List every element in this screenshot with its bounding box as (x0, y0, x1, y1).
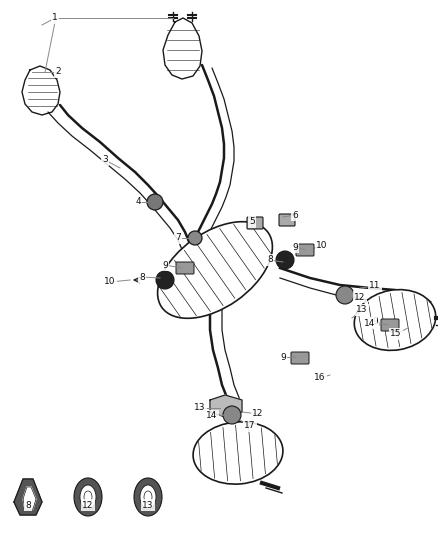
Text: 11: 11 (369, 281, 381, 290)
Text: 7: 7 (175, 233, 181, 243)
Text: 9: 9 (292, 243, 298, 252)
Text: 4: 4 (135, 198, 141, 206)
Text: 10: 10 (104, 278, 116, 287)
Text: 5: 5 (249, 217, 255, 227)
FancyBboxPatch shape (176, 262, 194, 274)
Circle shape (188, 231, 202, 245)
Polygon shape (163, 18, 202, 79)
Text: 12: 12 (354, 293, 366, 302)
Ellipse shape (80, 485, 96, 509)
Text: 14: 14 (206, 411, 218, 421)
Text: 10: 10 (316, 241, 328, 251)
Text: 9: 9 (280, 353, 286, 362)
Text: 15: 15 (390, 329, 402, 338)
Ellipse shape (74, 478, 102, 516)
Text: 13: 13 (142, 500, 154, 510)
Circle shape (336, 286, 354, 304)
Polygon shape (14, 479, 42, 515)
Text: 12: 12 (82, 500, 94, 510)
Text: 17: 17 (244, 422, 256, 431)
Text: 16: 16 (314, 374, 326, 383)
Ellipse shape (158, 222, 272, 318)
Text: 8: 8 (267, 255, 273, 264)
Text: 9: 9 (162, 261, 168, 270)
FancyBboxPatch shape (381, 319, 399, 331)
Polygon shape (23, 487, 36, 509)
Circle shape (147, 194, 163, 210)
FancyBboxPatch shape (279, 214, 295, 226)
Text: 8: 8 (25, 500, 31, 510)
Polygon shape (22, 66, 60, 115)
Ellipse shape (193, 422, 283, 484)
Circle shape (223, 406, 241, 424)
Text: 14: 14 (364, 319, 376, 327)
Text: 12: 12 (252, 409, 264, 418)
FancyBboxPatch shape (247, 217, 263, 229)
FancyBboxPatch shape (296, 244, 314, 256)
Text: 8: 8 (139, 272, 145, 281)
Text: 9: 9 (372, 318, 378, 327)
Ellipse shape (354, 289, 436, 350)
Text: 13: 13 (194, 403, 206, 413)
Ellipse shape (134, 478, 162, 516)
Text: 6: 6 (292, 211, 298, 220)
Ellipse shape (140, 485, 156, 509)
Polygon shape (210, 395, 242, 417)
Text: 1: 1 (52, 13, 58, 22)
Text: 13: 13 (356, 305, 368, 314)
Text: 3: 3 (102, 156, 108, 165)
Circle shape (276, 251, 294, 269)
FancyBboxPatch shape (291, 352, 309, 364)
Text: 2: 2 (55, 68, 61, 77)
Circle shape (156, 271, 174, 289)
